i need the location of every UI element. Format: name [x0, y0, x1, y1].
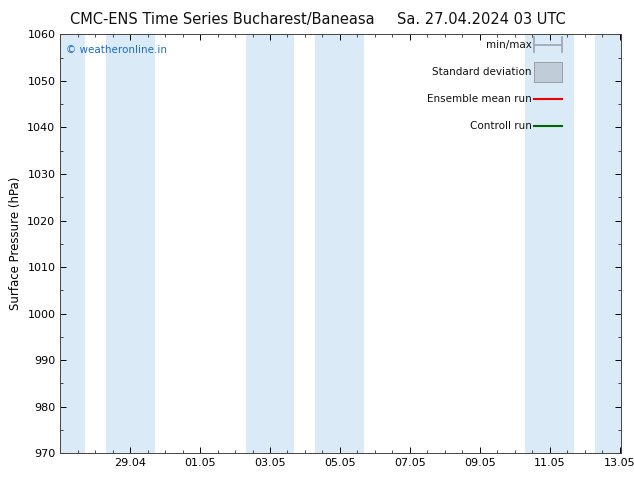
Text: Sa. 27.04.2024 03 UTC: Sa. 27.04.2024 03 UTC: [398, 12, 566, 27]
Text: CMC-ENS Time Series Bucharest/Baneasa: CMC-ENS Time Series Bucharest/Baneasa: [70, 12, 374, 27]
Y-axis label: Surface Pressure (hPa): Surface Pressure (hPa): [9, 177, 22, 311]
Bar: [595, 34, 621, 453]
Bar: [316, 34, 365, 453]
Text: min/max: min/max: [486, 40, 531, 50]
Text: © weatheronline.in: © weatheronline.in: [66, 45, 167, 55]
Text: Controll run: Controll run: [470, 122, 531, 131]
Bar: [525, 34, 574, 453]
Bar: [60, 34, 85, 453]
Bar: [106, 34, 155, 453]
Bar: [534, 62, 562, 82]
Text: Ensemble mean run: Ensemble mean run: [427, 94, 531, 104]
Text: Standard deviation: Standard deviation: [432, 67, 531, 77]
Bar: [245, 34, 294, 453]
